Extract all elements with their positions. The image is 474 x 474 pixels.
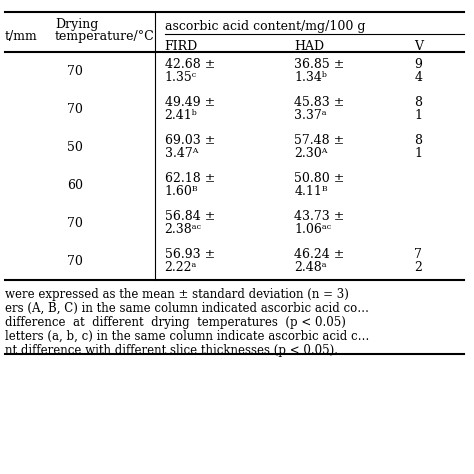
Text: 2.30ᴬ: 2.30ᴬ	[294, 147, 328, 160]
Text: 9: 9	[414, 58, 422, 71]
Text: 57.48 ±: 57.48 ±	[294, 134, 345, 147]
Text: 1.34ᵇ: 1.34ᵇ	[294, 71, 328, 84]
Text: 2.22ᵃ: 2.22ᵃ	[164, 261, 197, 274]
Text: 3.37ᵃ: 3.37ᵃ	[294, 109, 327, 122]
Text: V: V	[414, 40, 423, 53]
Text: ers (A, B, C) in the same column indicated ascorbic acid co…: ers (A, B, C) in the same column indicat…	[5, 302, 369, 315]
Text: 70: 70	[67, 255, 83, 268]
Text: 4.11ᴮ: 4.11ᴮ	[294, 185, 328, 198]
Text: 1.06ᵃᶜ: 1.06ᵃᶜ	[294, 223, 332, 236]
Text: 56.84 ±: 56.84 ±	[164, 210, 215, 223]
Text: 1: 1	[414, 109, 422, 122]
Text: ascorbic acid content/mg/100 g: ascorbic acid content/mg/100 g	[164, 20, 365, 33]
Text: 8: 8	[414, 96, 422, 109]
Text: 8: 8	[414, 134, 422, 147]
Text: 1: 1	[414, 147, 422, 160]
Text: Drying: Drying	[55, 18, 98, 31]
Text: 1.35ᶜ: 1.35ᶜ	[164, 71, 197, 84]
Text: letters (a, b, c) in the same column indicate ascorbic acid c…: letters (a, b, c) in the same column ind…	[5, 330, 369, 343]
Text: 50.80 ±: 50.80 ±	[294, 172, 345, 185]
Text: FIRD: FIRD	[164, 40, 198, 53]
Text: 70: 70	[67, 103, 83, 116]
Text: 45.83 ±: 45.83 ±	[294, 96, 345, 109]
Text: 1.60ᴮ: 1.60ᴮ	[164, 185, 198, 198]
Text: 69.03 ±: 69.03 ±	[164, 134, 215, 147]
Text: t/mm: t/mm	[5, 30, 38, 43]
Text: 2.48ᵃ: 2.48ᵃ	[294, 261, 327, 274]
Text: 2.41ᵇ: 2.41ᵇ	[164, 109, 198, 122]
Text: difference  at  different  drying  temperatures  (p < 0.05): difference at different drying temperatu…	[5, 316, 346, 329]
Text: 60: 60	[67, 179, 83, 192]
Text: 2.38ᵃᶜ: 2.38ᵃᶜ	[164, 223, 201, 236]
Text: 7: 7	[414, 248, 422, 261]
Text: 70: 70	[67, 65, 83, 78]
Text: HAD: HAD	[294, 40, 325, 53]
Text: 3.47ᴬ: 3.47ᴬ	[164, 147, 198, 160]
Text: 46.24 ±: 46.24 ±	[294, 248, 345, 261]
Text: were expressed as the mean ± standard deviation (n = 3): were expressed as the mean ± standard de…	[5, 288, 349, 301]
Text: nt difference with different slice thicknesses (p < 0.05).: nt difference with different slice thick…	[5, 344, 338, 357]
Text: 49.49 ±: 49.49 ±	[164, 96, 215, 109]
Text: 2: 2	[414, 261, 422, 274]
Text: 62.18 ±: 62.18 ±	[164, 172, 215, 185]
Text: 42.68 ±: 42.68 ±	[164, 58, 215, 71]
Text: temperature/°C: temperature/°C	[55, 30, 155, 43]
Text: 43.73 ±: 43.73 ±	[294, 210, 345, 223]
Text: 56.93 ±: 56.93 ±	[164, 248, 215, 261]
Text: 70: 70	[67, 217, 83, 230]
Text: 4: 4	[414, 71, 422, 84]
Text: 36.85 ±: 36.85 ±	[294, 58, 345, 71]
Text: 50: 50	[67, 141, 83, 154]
